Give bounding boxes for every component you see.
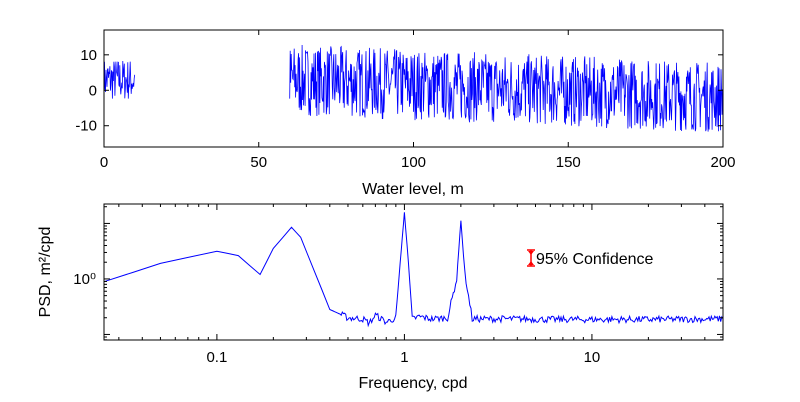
top-x-tick-label: 200 bbox=[710, 154, 735, 171]
water-level-series-segment-1 bbox=[103, 60, 136, 101]
top-axes-group: 0 50 100 150 200 -10 0 10 bbox=[75, 29, 736, 171]
bottom-x-axis-label: Frequency, cpd bbox=[358, 375, 467, 392]
top-y-tick-label: 0 bbox=[89, 82, 97, 99]
bottom-series-group bbox=[103, 212, 724, 328]
bottom-axes-frame bbox=[103, 203, 724, 341]
top-x-axis-label: Water level, m bbox=[362, 181, 464, 198]
top-x-tick-label: 150 bbox=[556, 154, 581, 171]
confidence-arrow-bottom bbox=[528, 261, 534, 265]
top-y-tick-label: -10 bbox=[75, 118, 97, 135]
bottom-plot-area bbox=[104, 204, 723, 340]
bottom-x-tick-label: 0.1 bbox=[206, 349, 227, 366]
psd-panel: 0.1 1 10 10⁰ Frequency, cpd PSD, m²/cpd 95%… bbox=[37, 203, 724, 392]
confidence-error-bar bbox=[527, 249, 535, 267]
top-series-group bbox=[103, 44, 724, 132]
top-x-tick-label: 100 bbox=[401, 154, 426, 171]
bottom-y-tick-label: 10⁰ bbox=[73, 271, 96, 288]
bottom-axes-group: 0.1 1 10 10⁰ bbox=[73, 203, 724, 366]
confidence-arrow-top bbox=[528, 251, 534, 255]
top-x-tick-label: 0 bbox=[100, 154, 108, 171]
water-level-panel: 0 50 100 150 200 -10 0 10 Water level, m bbox=[75, 29, 736, 198]
top-y-tick-label: 10 bbox=[80, 47, 97, 64]
top-x-tick-label: 50 bbox=[250, 154, 267, 171]
bottom-x-tick-label: 1 bbox=[400, 349, 408, 366]
psd-series-line bbox=[103, 212, 724, 328]
confidence-annotation: 95% Confidence bbox=[527, 249, 654, 268]
confidence-label: 95% Confidence bbox=[536, 251, 654, 268]
bottom-y-axis-label: PSD, m²/cpd bbox=[37, 227, 54, 318]
water-level-series-segment-2 bbox=[289, 44, 724, 132]
bottom-x-tick-label: 10 bbox=[584, 349, 601, 366]
